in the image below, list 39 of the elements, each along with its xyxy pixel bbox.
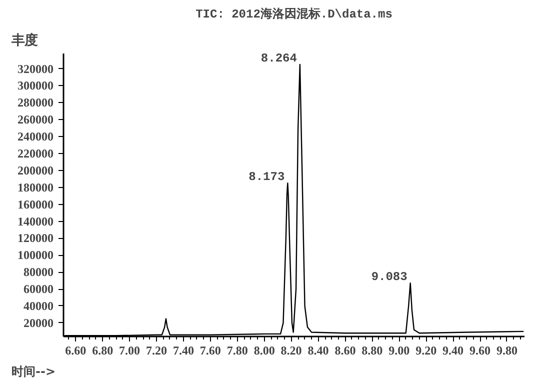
y-tick-label: 140000 bbox=[18, 214, 54, 228]
y-tick-label: 120000 bbox=[18, 231, 54, 246]
y-tick-label: 40000 bbox=[24, 298, 54, 313]
x-tick-label: 9.00 bbox=[388, 344, 410, 358]
x-tick-label: 9.20 bbox=[416, 344, 437, 358]
x-tick-label: 8.00 bbox=[254, 344, 275, 358]
x-tick-label: 6.60 bbox=[65, 344, 86, 358]
x-tick-label: 7.20 bbox=[146, 344, 168, 358]
annotation: 8.264 bbox=[260, 52, 297, 66]
y-tick-label: 280000 bbox=[18, 96, 54, 110]
y-tick-label: 60000 bbox=[24, 282, 54, 296]
y-tick-label: 100000 bbox=[18, 248, 54, 262]
x-tick-label: 9.80 bbox=[496, 344, 518, 358]
x-tick-label: 8.40 bbox=[308, 344, 329, 358]
y-tick-label: 80000 bbox=[24, 265, 54, 280]
annotation: 8.173 bbox=[248, 170, 285, 184]
y-tick-label: 320000 bbox=[18, 62, 54, 76]
x-tick-label: 9.40 bbox=[442, 344, 464, 358]
y-tick-label: 20000 bbox=[24, 316, 54, 330]
y-tick-label: 180000 bbox=[18, 180, 54, 194]
x-tick-label: 8.20 bbox=[280, 344, 302, 358]
y-tick-label: 240000 bbox=[18, 130, 54, 144]
annotation: 9.083 bbox=[371, 270, 408, 284]
x-axis-title: 时间--> bbox=[12, 364, 56, 378]
y-axis-title: 丰度 bbox=[10, 32, 38, 48]
x-tick-label: 9.60 bbox=[470, 344, 491, 358]
x-tick-label: 7.40 bbox=[172, 344, 194, 358]
x-tick-label: 6.80 bbox=[92, 344, 114, 358]
x-tick-label: 8.60 bbox=[334, 344, 356, 358]
y-tick-label: 300000 bbox=[18, 78, 54, 93]
y-tick-label: 200000 bbox=[18, 163, 54, 178]
y-tick-label: 220000 bbox=[18, 146, 54, 160]
y-tick-label: 260000 bbox=[18, 112, 54, 127]
x-tick-label: 8.80 bbox=[362, 344, 383, 358]
x-tick-label: 7.00 bbox=[119, 344, 140, 358]
chart-title: TIC: 2012海洛因混标.D\data.ms bbox=[196, 6, 392, 22]
y-tick-label: 160000 bbox=[18, 197, 54, 212]
x-tick-label: 7.60 bbox=[200, 344, 221, 358]
x-tick-label: 7.80 bbox=[226, 344, 248, 358]
